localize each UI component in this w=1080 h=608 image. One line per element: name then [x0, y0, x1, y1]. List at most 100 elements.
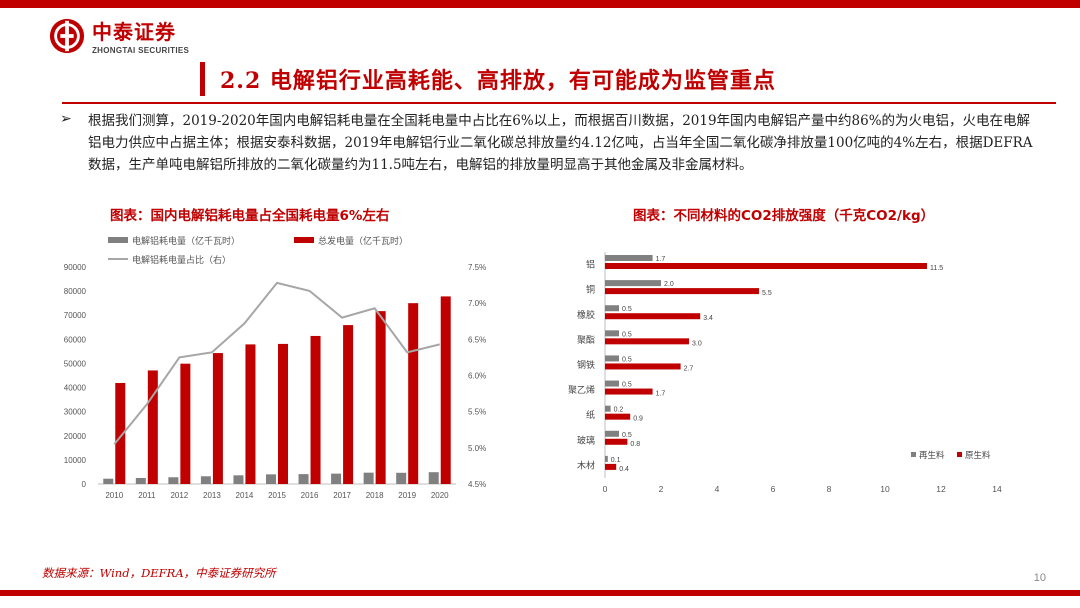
chart2-value-label: 0.5 [622, 432, 632, 439]
chart1-left-tick-label: 0 [82, 480, 87, 489]
chart2-category-label: 纸 [586, 409, 595, 421]
chart1-bar-total-generation [212, 353, 223, 484]
chart1-x-tick-label: 2014 [236, 491, 254, 500]
chart1-bar-total-generation [408, 303, 419, 484]
chart1-x-tick-label: 2012 [170, 491, 188, 500]
chart1-legend-label: 电解铝耗电量占比（右） [132, 254, 231, 265]
chart2-bar-recycled [605, 280, 661, 287]
chart1-left-tick-label: 10000 [64, 456, 87, 465]
chart2-bar-recycled [605, 355, 619, 362]
chart2-bar-virgin [605, 463, 617, 470]
chart2-value-label: 3.4 [703, 315, 713, 322]
chart1-bar-aluminum-consumption [331, 473, 342, 484]
bullet-text: 根据我们测算，2019-2020年国内电解铝耗电量在全国耗电量中占比在6%以上，… [88, 113, 1033, 173]
chart1-bar-aluminum-consumption [135, 477, 146, 484]
chart1-line-share [113, 281, 440, 445]
chart1-bar-aluminum-consumption [168, 477, 179, 484]
page-number: 10 [1033, 572, 1046, 584]
chart1-bar-total-generation [115, 382, 126, 484]
brand-name-cn: 中泰证券 [92, 20, 176, 44]
chart2-co2-intensity: 0 2 4 6 8 10 12 14 铝 1.7 11.5 铜 2.0 5.5 橡胶 0.5 3.4 聚酯 0.5 3… [568, 252, 1002, 494]
chart2-value-label: 0.5 [622, 382, 632, 389]
chart2-bar-recycled [605, 330, 619, 337]
chart2-category-label: 玻璃 [577, 434, 595, 446]
chart1-legend-label: 总发电量（亿千瓦时） [318, 235, 408, 246]
chart1-left-tick-label: 40000 [64, 384, 87, 393]
chart2-value-label: 0.2 [614, 407, 624, 414]
chart2-bar-virgin [605, 363, 681, 370]
chart2-x-tick-label: 14 [992, 484, 1002, 494]
chart1-x-tick-label: 2016 [301, 491, 319, 500]
chart1-right-tick-label: 7.0% [468, 299, 486, 308]
chart2-bar-virgin [605, 413, 631, 420]
chart1-right-tick-label: 6.5% [468, 335, 486, 344]
chart1-x-tick-label: 2017 [333, 491, 351, 500]
chart2-category-label: 铜 [586, 284, 595, 296]
chart2-value-label: 1.7 [656, 256, 666, 263]
chart2-x-tick-label: 12 [936, 484, 946, 494]
chart2-bar-virgin [605, 313, 701, 320]
chart1-bar-aluminum-consumption [298, 474, 309, 484]
chart1-left-tick-label: 80000 [64, 287, 87, 296]
slide-title-box: 2.2 电解铝行业高耗能、高排放，有可能成为监管重点 [200, 56, 1056, 102]
chart2-value-label: 0.8 [630, 441, 640, 448]
chart1-bar-aluminum-consumption [103, 478, 114, 484]
title-divider [62, 102, 1056, 104]
chart2-bar-virgin [605, 388, 653, 395]
chart1-bar-total-generation [440, 296, 451, 484]
chart2-value-label: 3.0 [692, 340, 702, 347]
chart1-right-tick-label: 5.5% [468, 408, 486, 417]
chart2-value-label: 1.7 [656, 391, 666, 398]
chart1-x-tick-label: 2015 [268, 491, 286, 500]
chart1-power-consumption: 0 10000 20000 30000 40000 50000 60000 70000 8000… [64, 235, 486, 500]
chart1-left-tick-label: 30000 [64, 408, 87, 417]
bottom-accent-bar [0, 590, 1080, 596]
chart2-x-tick-label: 8 [827, 484, 832, 494]
chart2-category-label: 木材 [577, 459, 595, 471]
source-note: 数据来源：Wind，DEFRA，中泰证券研究所 [42, 566, 276, 580]
chart1-right-tick-label: 5.0% [468, 444, 486, 453]
chart1-bar-aluminum-consumption [428, 472, 439, 484]
chart1-x-tick-label: 2019 [398, 491, 416, 500]
chart2-bar-virgin [605, 263, 927, 269]
chart1-bar-aluminum-consumption [233, 475, 244, 484]
chart1-legend-swatch-consumption [108, 237, 128, 243]
chart1-left-tick-label: 60000 [64, 335, 87, 344]
chart1-x-tick-label: 2020 [431, 491, 449, 500]
chart1-bar-aluminum-consumption [396, 472, 407, 484]
chart2-bar-virgin [605, 338, 689, 345]
chart1-bar-total-generation [278, 343, 288, 484]
chart1-x-tick-label: 2010 [105, 491, 123, 500]
top-accent-bar [0, 0, 1080, 8]
chart2-x-tick-label: 0 [603, 484, 608, 494]
chart1-left-tick-label: 20000 [64, 432, 87, 441]
chart2-category-label: 聚乙烯 [568, 384, 595, 396]
chart2-value-label: 5.5 [762, 290, 772, 297]
chart2-category-label: 钢铁 [577, 359, 595, 371]
chart2-category-label: 橡胶 [577, 309, 595, 321]
chart1-x-tick-label: 2011 [138, 491, 156, 500]
chart1-right-tick-label: 4.5% [468, 480, 486, 489]
chart1-left-tick-label: 90000 [64, 263, 87, 272]
chart2-bar-recycled [605, 455, 608, 462]
chart1-right-tick-label: 7.5% [468, 263, 486, 272]
chart1-left-tick-label: 70000 [64, 311, 87, 320]
brand-logo: 中泰证券 ZHONGTAI SECURITIES [48, 16, 189, 55]
chart2-bar-recycled [605, 255, 653, 261]
chart1-legend-swatch-generation [294, 237, 314, 243]
chart2-x-tick-label: 10 [880, 484, 890, 494]
chart2-category-label: 聚酯 [577, 335, 595, 346]
chart2-value-label: 11.5 [930, 265, 943, 272]
brand-name-en: ZHONGTAI SECURITIES [92, 46, 190, 55]
chart2-bar-virgin [605, 288, 759, 295]
chart1-legend-label: 电解铝耗电量（亿千瓦时） [132, 235, 240, 246]
chart2-value-label: 0.5 [622, 306, 632, 313]
chart2-value-label: 0.5 [622, 331, 632, 338]
chart2-bar-recycled [605, 405, 611, 412]
chart2-legend-swatch-recycled [911, 452, 916, 457]
chart2-value-label: 2.7 [684, 365, 694, 372]
chart1-bar-total-generation [180, 363, 191, 484]
bullet-arrow-icon: ➢ [60, 111, 72, 127]
chart2-value-label: 2.0 [664, 281, 674, 288]
chart1-bar-total-generation [147, 370, 158, 484]
